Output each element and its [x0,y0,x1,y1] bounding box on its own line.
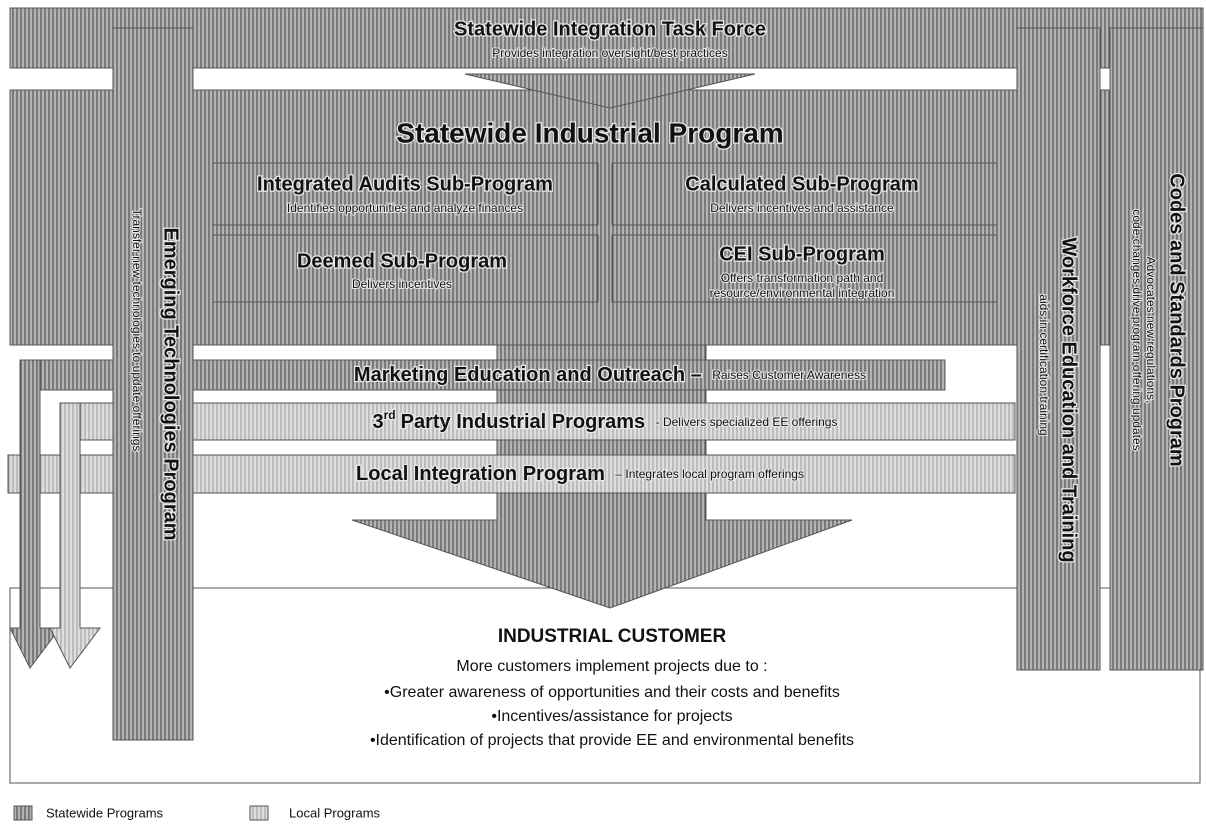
sub-program-box [212,234,599,303]
customer-bullet: •Identification of projects that provide… [370,732,854,749]
legend-label: Local Programs [289,805,381,820]
customer-box [9,587,1201,784]
column-desc: aids in certification training [1037,294,1051,435]
workforce-column [1016,27,1101,671]
column-title: Workforce Education and Training [1058,237,1080,562]
task-force-arrow [464,73,756,109]
customer-intro: More customers implement projects due to… [456,658,767,675]
sub-program-box [611,162,998,226]
column-title: Emerging Technologies Program [160,227,182,540]
sub-program-desc: resource/environmental integration [710,286,895,300]
band-title: Local Integration Program [356,463,605,485]
sub-program-title: CEI Sub-Program [719,243,885,265]
band-desc: - Delivers specialized EE offerings [656,415,838,429]
statewide-arrow [9,359,61,669]
band-desc: – Integrates local program offerings [615,467,804,481]
sub-program-box [212,162,599,226]
customer-title: INDUSTRIAL CUSTOMER [498,626,727,647]
local-arrow [49,402,101,669]
sub-program-title: Deemed Sub-Program [297,250,507,272]
column-title: Codes and Standards Program [1166,173,1188,466]
customer-bullet: •Greater awareness of opportunities and … [384,684,840,701]
local-label: Local Integration Program – Integrates l… [356,463,804,485]
sub-program-title: Calculated Sub-Program [685,173,918,195]
third-party-label: 3rd Party Industrial Programs - Delivers … [373,408,838,433]
sub-program-desc: Identifies opportunities and analyze fin… [287,201,523,215]
legend-swatch [13,805,33,821]
sub-program-box [611,234,998,303]
band-title-superscript: rd [384,408,396,422]
band-title: Party Industrial Programs [401,411,646,433]
emerging-column [112,27,194,741]
sub-program-desc: Delivers incentives and assistance [710,201,894,215]
sub-program-desc: Delivers incentives [352,277,452,291]
task-force-band [9,7,1204,69]
title: Statewide Integration Task Force [454,18,766,40]
column-desc: code changes drive program offering upda… [1130,209,1144,450]
marketing-label: Marketing Education and Outreach – Raise… [354,364,866,386]
band-title: 3 [373,411,384,433]
codes-column [1109,27,1204,671]
band-desc: Raises Customer Awareness [712,368,866,382]
sub-program-desc: Offers transformation path and [721,271,884,285]
legend-label: Statewide Programs [46,805,164,820]
title: Statewide Industrial Program [396,117,783,148]
legend-swatch [249,805,269,821]
column-desc: Transfer new technologies to update offe… [130,209,144,452]
subtitle: Provides integration oversight/best prac… [492,46,727,60]
customer-bullet: •Incentives/assistance for projects [491,708,732,725]
band-title: Marketing Education and Outreach – [354,364,702,386]
column-desc: Advocates new regulations, [1144,257,1158,404]
sub-program-title: Integrated Audits Sub-Program [257,173,553,195]
